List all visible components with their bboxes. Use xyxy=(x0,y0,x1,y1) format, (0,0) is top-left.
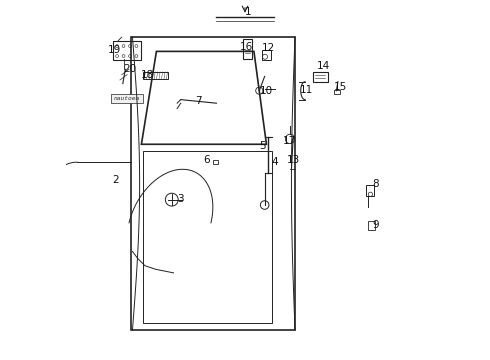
Text: nautoea: nautoea xyxy=(114,96,141,101)
Text: 20: 20 xyxy=(123,64,137,74)
FancyBboxPatch shape xyxy=(111,94,143,103)
Text: 1: 1 xyxy=(245,7,252,17)
Text: 4: 4 xyxy=(271,157,278,167)
Bar xyxy=(367,185,374,196)
Bar xyxy=(113,41,142,60)
Text: 16: 16 xyxy=(240,42,253,52)
Text: 2: 2 xyxy=(112,175,119,185)
Text: 9: 9 xyxy=(372,220,379,230)
Bar xyxy=(143,72,168,79)
Text: 8: 8 xyxy=(372,179,379,189)
Text: 19: 19 xyxy=(108,45,121,55)
Text: 7: 7 xyxy=(195,96,202,107)
Bar xyxy=(243,39,252,59)
Text: 11: 11 xyxy=(300,85,313,95)
Text: 18: 18 xyxy=(141,70,154,80)
Text: 15: 15 xyxy=(333,82,346,92)
Text: 10: 10 xyxy=(260,86,273,96)
Text: 13: 13 xyxy=(287,155,300,165)
Text: 3: 3 xyxy=(177,194,183,203)
Bar xyxy=(262,50,271,60)
Bar xyxy=(368,221,375,230)
Text: 12: 12 xyxy=(262,43,275,53)
Text: 5: 5 xyxy=(260,141,266,151)
Bar xyxy=(313,72,328,82)
Text: 17: 17 xyxy=(283,136,296,147)
Text: 6: 6 xyxy=(203,156,210,165)
Text: 14: 14 xyxy=(317,61,330,71)
Bar xyxy=(334,90,340,94)
Bar xyxy=(213,160,218,164)
